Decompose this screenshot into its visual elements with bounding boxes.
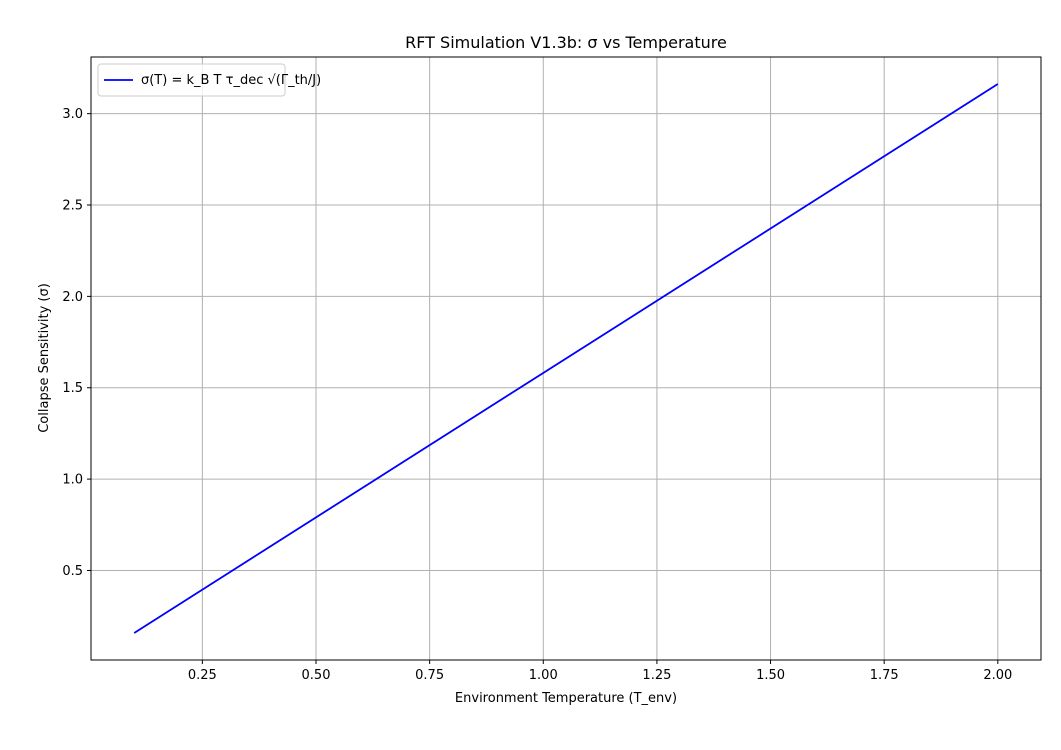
x-tick-label: 0.25 bbox=[188, 668, 217, 683]
y-tick-label: 2.0 bbox=[62, 290, 83, 305]
y-tick-label: 3.0 bbox=[62, 107, 83, 122]
x-tick-label: 1.25 bbox=[642, 668, 671, 683]
grid-lines bbox=[91, 57, 1041, 660]
legend-box bbox=[97, 63, 286, 97]
y-tick-label: 0.5 bbox=[62, 564, 83, 579]
x-tick-label: 2.00 bbox=[983, 668, 1012, 683]
legend-label: σ(T) = k_B T τ_dec √(Γ_th/J) bbox=[141, 73, 321, 88]
x-tick-label: 0.75 bbox=[415, 668, 444, 683]
x-tick-label: 1.75 bbox=[870, 668, 899, 683]
y-axis-label: Collapse Sensitivity (σ) bbox=[37, 283, 52, 433]
x-axis-ticks: 0.25 0.50 0.75 1.00 1.25 1.50 1.75 2.00 bbox=[188, 660, 1012, 683]
y-tick-label: 1.5 bbox=[62, 381, 83, 396]
plot-frame bbox=[90, 56, 1042, 661]
chart-title: RFT Simulation V1.3b: σ vs Temperature bbox=[405, 33, 727, 52]
x-axis-label: Environment Temperature (T_env) bbox=[455, 691, 677, 706]
x-tick-label: 1.50 bbox=[756, 668, 785, 683]
legend: σ(T) = k_B T τ_dec √(Γ_th/J) bbox=[97, 63, 321, 97]
series-layer bbox=[133, 83, 999, 634]
y-tick-label: 1.0 bbox=[62, 473, 83, 488]
y-axis-ticks: 0.5 1.0 1.5 2.0 2.5 3.0 bbox=[62, 107, 91, 579]
x-tick-label: 0.50 bbox=[302, 668, 331, 683]
x-tick-label: 1.00 bbox=[529, 668, 558, 683]
y-tick-label: 2.5 bbox=[62, 199, 83, 214]
series-line bbox=[133, 83, 999, 634]
